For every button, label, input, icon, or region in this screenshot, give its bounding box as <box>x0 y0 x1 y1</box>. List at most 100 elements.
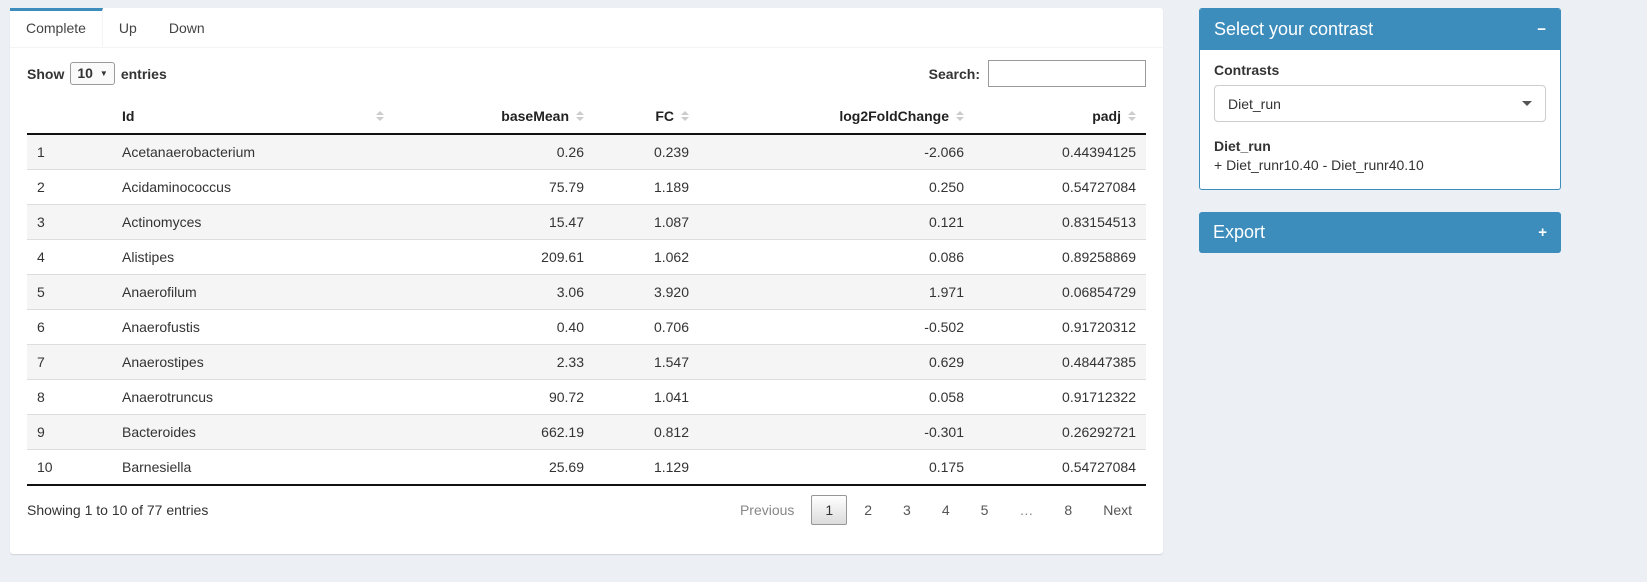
export-panel-title: Export <box>1213 222 1266 242</box>
page-length-control: Show 10 ▼ entries <box>27 62 167 85</box>
row-index: 4 <box>27 239 112 275</box>
contrast-panel-title: Select your contrast <box>1214 19 1374 39</box>
page-length-select[interactable]: 10 ▼ <box>70 62 115 85</box>
cell-fc: 0.239 <box>653 144 689 160</box>
pagination-page-button[interactable]: 2 <box>864 502 873 518</box>
cell-id: Acidaminococcus <box>112 169 394 205</box>
cell-padj: 0.89258869 <box>974 239 1146 275</box>
cell-fc: 3.920 <box>594 274 699 310</box>
export-panel-header[interactable]: Export + <box>1199 212 1561 253</box>
pagination-page-button[interactable]: 4 <box>941 502 950 518</box>
search-label: Search: <box>928 65 980 82</box>
cell-basemean: 3.06 <box>394 274 594 310</box>
search-input[interactable] <box>988 60 1146 87</box>
cell-basemean: 15.47 <box>394 204 594 240</box>
table-row: 1 Acetanaerobacterium 0.26 0.239 -2.066 0.443… <box>27 134 1146 170</box>
cell-padj: 0.91712322 <box>974 379 1146 415</box>
pagination-previous-button[interactable]: Previous <box>739 502 795 518</box>
contrast-panel: Select your contrast − Contrasts Diet_ru… <box>1199 8 1561 190</box>
cell-basemean: 25.69 <box>394 449 594 486</box>
cell-log2foldchange: 1.971 <box>699 274 974 310</box>
caret-down-icon <box>1522 101 1532 106</box>
row-index: 8 <box>27 379 112 415</box>
collapse-minus-icon[interactable]: − <box>1537 21 1546 38</box>
cell-id: Anaerofustis <box>112 309 394 345</box>
pagination-page-button[interactable]: 5 <box>980 502 989 518</box>
sort-icon <box>1128 111 1136 121</box>
table-controls: Show 10 ▼ entries Search: <box>27 60 1146 87</box>
row-index: 10 <box>27 449 112 486</box>
contrast-panel-header: Select your contrast − <box>1200 9 1560 50</box>
cell-id: Barnesiella <box>112 449 394 486</box>
cell-log2foldchange: 0.250 <box>699 169 974 205</box>
cell-fc: 1.547 <box>594 344 699 380</box>
cell-log2foldchange: -2.066 <box>924 144 964 160</box>
cell-fc: 1.087 <box>594 204 699 240</box>
sort-icon <box>681 111 689 121</box>
pagination-next-button[interactable]: Next <box>1103 502 1132 518</box>
pagination-page-button[interactable]: 3 <box>903 502 911 518</box>
results-panel: Complete Up Down Show 10 ▼ entries Searc… <box>10 8 1163 554</box>
column-header-basemean[interactable]: baseMean <box>394 101 594 135</box>
cell-id: Anaerofilum <box>112 274 394 310</box>
tab-complete[interactable]: Complete <box>10 8 103 47</box>
table-container: Show 10 ▼ entries Search: <box>10 48 1163 535</box>
table-header-row: Id baseMean FC <box>27 101 1146 135</box>
tab-up[interactable]: Up <box>118 20 137 36</box>
sort-icon <box>576 111 584 121</box>
row-index: 3 <box>27 204 112 240</box>
table-row: 6 Anaerofustis 0.40 0.706 -0.502 0.91720312 <box>27 309 1146 345</box>
column-header-log2foldchange[interactable]: log2FoldChange <box>699 101 974 135</box>
cell-log2foldchange: 0.058 <box>699 379 974 415</box>
table-row: 5 Anaerofilum 3.06 3.920 1.971 0.06854729 <box>27 274 1146 310</box>
pagination-ellipsis: … <box>1019 502 1034 518</box>
expand-plus-icon[interactable]: + <box>1538 224 1547 241</box>
column-label: padj <box>1092 108 1121 124</box>
contrast-select[interactable]: Diet_run <box>1214 85 1546 122</box>
column-label: baseMean <box>501 108 569 124</box>
contrast-name: Diet_run <box>1214 138 1271 154</box>
cell-padj: 0.83154513 <box>974 204 1146 240</box>
page: Complete Up Down Show 10 ▼ entries Searc… <box>10 8 1561 554</box>
cell-padj: 0.06854729 <box>974 274 1146 310</box>
cell-padj: 0.54727084 <box>974 169 1146 205</box>
table-row: 9 Bacteroides 662.19 0.812 -0.301 0.26292721 <box>27 414 1146 450</box>
contrast-select-value: Diet_run <box>1228 95 1281 112</box>
entries-label: entries <box>120 65 167 82</box>
contrast-panel-body: Contrasts Diet_run Diet_run + Diet_runr1… <box>1200 50 1560 189</box>
pagination-page-button[interactable]: 8 <box>1064 502 1073 518</box>
cell-basemean: 75.79 <box>394 169 594 205</box>
contrast-formula: + Diet_runr10.40 - Diet_runr40.10 <box>1214 157 1424 173</box>
sort-icon <box>956 111 964 121</box>
table-row: 3 Actinomyces 15.47 1.087 0.121 0.83154513 <box>27 204 1146 240</box>
cell-fc: 1.062 <box>594 239 699 275</box>
contrasts-label: Contrasts <box>1214 62 1280 78</box>
show-label: Show <box>27 65 65 82</box>
table-row: 10 Barnesiella 25.69 1.129 0.175 0.54727084 <box>27 449 1146 486</box>
caret-down-icon: ▼ <box>99 68 108 78</box>
table-info: Showing 1 to 10 of 77 entries <box>27 502 209 518</box>
cell-log2foldchange: -0.502 <box>699 309 974 345</box>
results-table: Id baseMean FC <box>27 101 1146 486</box>
column-header-fc[interactable]: FC <box>594 101 699 135</box>
column-label: log2FoldChange <box>839 108 949 124</box>
cell-fc: 1.041 <box>594 379 699 415</box>
cell-padj: 0.48447385 <box>974 344 1146 380</box>
table-row: 8 Anaerotruncus 90.72 1.041 0.058 0.91712322 <box>27 379 1146 415</box>
export-panel: Export + <box>1199 212 1561 253</box>
cell-basemean: 209.61 <box>394 239 594 275</box>
table-row: 2 Acidaminococcus 75.79 1.189 0.250 0.5472708… <box>27 169 1146 205</box>
row-index: 2 <box>27 169 112 205</box>
cell-fc: 0.812 <box>594 414 699 450</box>
page-length-value: 10 <box>77 65 93 81</box>
pagination-page-button[interactable]: 1 <box>811 495 848 525</box>
tab-down[interactable]: Down <box>168 20 205 36</box>
cell-basemean: 0.40 <box>394 309 594 345</box>
cell-log2foldchange: 0.175 <box>699 449 974 486</box>
cell-fc: 1.189 <box>594 169 699 205</box>
column-header-padj[interactable]: padj <box>974 101 1146 135</box>
cell-basemean: 0.26 <box>556 144 584 160</box>
pagination: Previous 1 2 3 4 5 … 8 Next <box>723 495 1146 525</box>
row-index: 5 <box>27 274 112 310</box>
column-header-id[interactable]: Id <box>112 101 394 135</box>
